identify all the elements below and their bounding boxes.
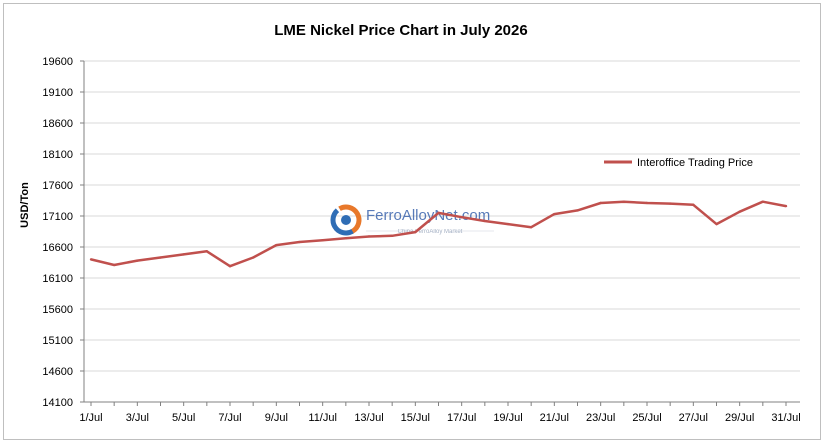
legend: Interoffice Trading Price xyxy=(604,157,753,169)
data-point xyxy=(298,240,301,244)
data-point xyxy=(251,256,255,259)
y-tick-label: 14600 xyxy=(42,366,73,378)
data-point xyxy=(576,209,579,212)
y-tick-labels: 14100 14600 15100 15600 16100 16600 17100 17600… xyxy=(42,56,84,409)
x-tick-label: 13/Jul xyxy=(354,412,383,424)
data-point xyxy=(228,265,232,268)
x-tick-label: 15/Jul xyxy=(401,412,430,424)
data-point xyxy=(182,253,185,256)
y-tick-label: 17100 xyxy=(42,211,73,223)
data-point xyxy=(344,237,348,240)
data-point xyxy=(275,243,278,247)
x-tick-label: 1/Jul xyxy=(79,412,102,424)
series-group xyxy=(89,200,788,268)
x-tick-labels: 1/Jul 3/Jul 5/Jul 7/Jul 9/Jul 11/Jul 13/Jul 15/… xyxy=(79,402,801,424)
y-tick-label: 19100 xyxy=(42,87,73,99)
data-point xyxy=(159,256,162,259)
data-point xyxy=(321,238,324,242)
y-tick-label: 16100 xyxy=(42,273,73,285)
data-point xyxy=(506,222,510,226)
data-point xyxy=(668,202,672,205)
x-tick-label: 17/Jul xyxy=(447,412,476,424)
gridlines xyxy=(83,60,800,403)
data-point xyxy=(437,211,440,215)
data-point xyxy=(529,225,533,229)
x-tick-label: 25/Jul xyxy=(632,412,661,424)
x-tick-label: 29/Jul xyxy=(725,412,754,424)
y-tick-label: 18100 xyxy=(42,149,73,161)
y-tick-label: 18600 xyxy=(42,118,73,130)
data-point xyxy=(89,258,93,261)
x-tick-label: 11/Jul xyxy=(308,412,337,424)
x-tick-label: 27/Jul xyxy=(679,412,708,424)
data-point xyxy=(367,235,371,238)
x-tick-label: 19/Jul xyxy=(493,412,522,424)
data-point xyxy=(738,210,741,213)
data-point xyxy=(622,200,626,203)
data-point xyxy=(112,263,116,267)
data-point xyxy=(553,212,556,216)
y-tick-label: 16600 xyxy=(42,242,73,254)
data-point xyxy=(715,222,718,226)
legend-label: Interoffice Trading Price xyxy=(637,157,753,169)
watermark: FerroAlloyNet.com China FerroAlloy Marke… xyxy=(330,204,494,236)
watermark-subtitle: China FerroAlloy Market xyxy=(398,229,463,235)
data-point xyxy=(205,250,209,253)
x-tick-label: 5/Jul xyxy=(172,412,195,424)
x-tick-label: 23/Jul xyxy=(586,412,615,424)
y-tick-label: 14100 xyxy=(42,397,73,409)
data-point xyxy=(460,216,463,219)
data-point xyxy=(414,230,417,234)
x-tick-label: 9/Jul xyxy=(265,412,288,424)
data-point xyxy=(761,200,765,203)
watermark-logo-icon xyxy=(330,204,362,236)
chart-frame xyxy=(3,3,821,440)
x-tick-label: 3/Jul xyxy=(126,412,149,424)
data-point xyxy=(136,259,139,262)
x-tick-label: 7/Jul xyxy=(218,412,241,424)
data-point xyxy=(645,201,649,205)
data-point xyxy=(390,234,394,238)
y-tick-label: 15100 xyxy=(42,335,73,347)
data-point xyxy=(692,203,695,207)
y-tick-label: 19600 xyxy=(42,56,73,68)
y-axis-label: USD/Ton xyxy=(19,182,31,228)
data-point xyxy=(483,219,487,223)
data-point xyxy=(599,201,602,205)
y-tick-label: 15600 xyxy=(42,304,73,316)
x-tick-label: 31/Jul xyxy=(771,412,800,424)
x-tick-label: 21/Jul xyxy=(540,412,569,424)
watermark-brand: FerroAlloyNet.com xyxy=(366,207,490,224)
chart-title: LME Nickel Price Chart in July 2026 xyxy=(274,22,527,39)
data-point xyxy=(784,204,788,208)
y-tick-label: 17600 xyxy=(42,180,73,192)
